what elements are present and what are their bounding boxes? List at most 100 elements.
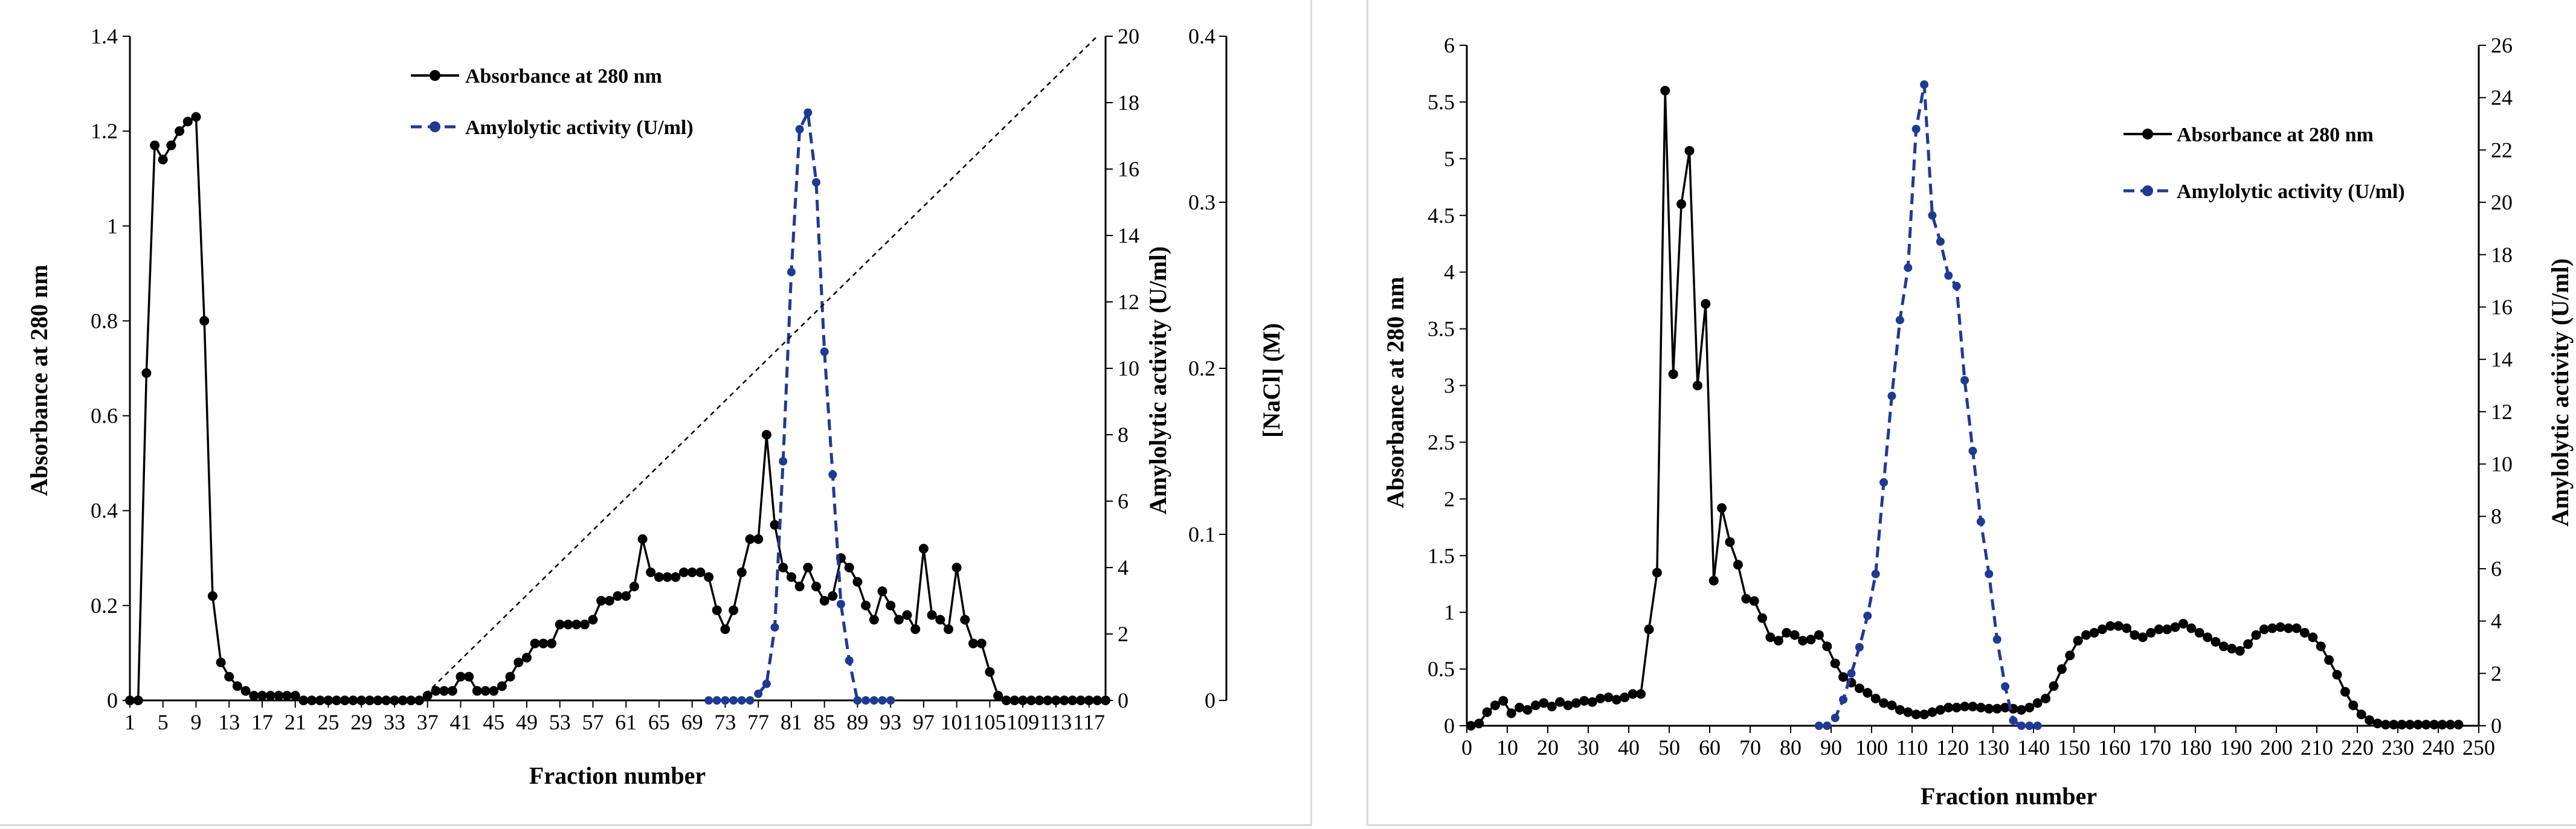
x-tick-label: 1 [124, 710, 135, 734]
y2-tick-label: 16 [2491, 295, 2513, 319]
absorbance-data-point [530, 638, 540, 648]
y-tick-label: 1 [107, 214, 118, 238]
y-tick-label: 1.2 [91, 119, 118, 143]
absorbance-data-point [2340, 687, 2350, 697]
absorbance-data-point [1814, 630, 1824, 640]
y-tick-label: 0 [1444, 714, 1455, 738]
y2-tick-label: 20 [1118, 24, 1139, 48]
x-tick-label: 49 [516, 710, 538, 734]
y-tick-label: 0.8 [91, 309, 118, 333]
absorbance-data-point [2146, 628, 2156, 638]
y-axis-title: Absorbance at 280 nm [1382, 277, 1409, 508]
x-tick-label: 70 [1739, 735, 1761, 760]
absorbance-data-point [2332, 670, 2342, 680]
y-tick-label: 0 [107, 688, 118, 712]
absorbance-data-point [613, 591, 623, 601]
absorbance-data-point [993, 691, 1003, 701]
activity-data-point [1976, 517, 1985, 526]
absorbance-data-point [1530, 700, 1541, 711]
y-tick-label: 4.5 [1428, 203, 1455, 228]
absorbance-data-point [1733, 560, 1743, 570]
absorbance-data-point [2275, 622, 2285, 632]
absorbance-data-point [538, 638, 549, 648]
y2-tick-label: 14 [2491, 347, 2513, 371]
x-tick-label: 210 [2301, 735, 2333, 760]
y-tick-label: 2 [1444, 487, 1455, 511]
absorbance-data-point [2122, 623, 2132, 633]
y2-tick-label: 14 [1118, 223, 1139, 248]
absorbance-data-point [2041, 693, 2051, 703]
absorbance-data-point [555, 619, 565, 630]
absorbance-data-point [1059, 696, 1069, 705]
absorbance-data-point [1879, 698, 1889, 708]
absorbance-data-point [1903, 707, 1913, 717]
absorbance-data-point [199, 316, 210, 326]
activity-data-point [779, 457, 788, 466]
x-tick-label: 29 [350, 710, 372, 734]
activity-data-point [1871, 569, 1880, 578]
legend: Absorbance at 280 nm Amylolytic activity… [411, 65, 694, 139]
y-tick-label: 0.4 [91, 499, 118, 523]
absorbance-data-point [828, 591, 838, 601]
absorbance-data-point [952, 563, 962, 572]
x-tick-label: 50 [1658, 735, 1680, 760]
x-tick-label: 230 [2381, 735, 2414, 760]
activity-data-point [1847, 669, 1856, 678]
absorbance-data-point [1684, 146, 1695, 156]
absorbance-data-point [323, 696, 333, 705]
absorbance-data-point [1887, 700, 1897, 711]
y-tick-label: 5 [1444, 147, 1455, 171]
x-tick-label: 90 [1820, 735, 1842, 760]
absorbance-data-point [1603, 693, 1614, 702]
absorbance-data-point [497, 681, 507, 691]
x-tick-label: 40 [1618, 735, 1640, 760]
absorbance-data-point [1927, 707, 1937, 717]
activity-data-point [1968, 446, 1977, 455]
absorbance-data-point [1644, 624, 1654, 635]
x-tick-label: 45 [483, 710, 504, 734]
absorbance-data-point [1555, 697, 1565, 707]
x-tick-label: 110 [1896, 735, 1928, 760]
y-tick-label: 1.5 [1428, 543, 1455, 568]
legend-activity-marker [2142, 185, 2153, 196]
chart-panel-left: 1 5 9 13 17 21 25 29 33 37 41 45 49 53 57 61 65 69 73 77 81 8… [0, 0, 1312, 826]
legend-activity-label: Amylolytic activity (U/ml) [2177, 181, 2405, 203]
absorbance-data-point [654, 572, 664, 582]
x-tick-label: 117 [1073, 710, 1105, 734]
x-tick-label: 130 [1977, 735, 2009, 760]
absorbance-data-point [729, 605, 739, 615]
absorbance-data-point [2316, 641, 2326, 651]
absorbance-data-point [1838, 672, 1849, 682]
absorbance-data-point [431, 686, 441, 696]
x-tick-label: 93 [880, 710, 901, 734]
absorbance-data-point [753, 534, 764, 544]
activity-data-point [1839, 695, 1848, 704]
absorbance-data-point [646, 567, 656, 577]
absorbance-data-point [315, 696, 325, 705]
absorbance-data-point [240, 686, 251, 696]
absorbance-data-point [514, 658, 524, 668]
activity-data-point [704, 696, 713, 705]
x-tick-label: 20 [1537, 735, 1559, 760]
activity-data-point [1928, 211, 1937, 220]
absorbance-data-point [274, 691, 284, 701]
absorbance-data-point [1717, 503, 1727, 513]
absorbance-data-point [1466, 721, 1476, 731]
absorbance-data-point [2178, 619, 2188, 629]
absorbance-data-point [2186, 623, 2197, 633]
y2-tick-label: 4 [1118, 555, 1129, 580]
absorbance-data-point [861, 600, 871, 610]
y3-tick-label: 0.4 [1188, 24, 1216, 48]
activity-data-point [1992, 635, 2001, 644]
activity-data-point [1814, 722, 1823, 730]
absorbance-data-point [1992, 703, 2002, 714]
activity-data-point [812, 178, 820, 187]
activity-data-point [1920, 80, 1929, 89]
activity-data-point [1944, 271, 1953, 280]
activity-data-point [878, 696, 887, 705]
activity-data-point [1887, 391, 1896, 400]
activity-data-point [853, 696, 862, 705]
y3-tick-label: 0.2 [1188, 356, 1216, 380]
y2-tick-label: 12 [2491, 400, 2513, 424]
y-tick-label: 3 [1444, 374, 1455, 398]
